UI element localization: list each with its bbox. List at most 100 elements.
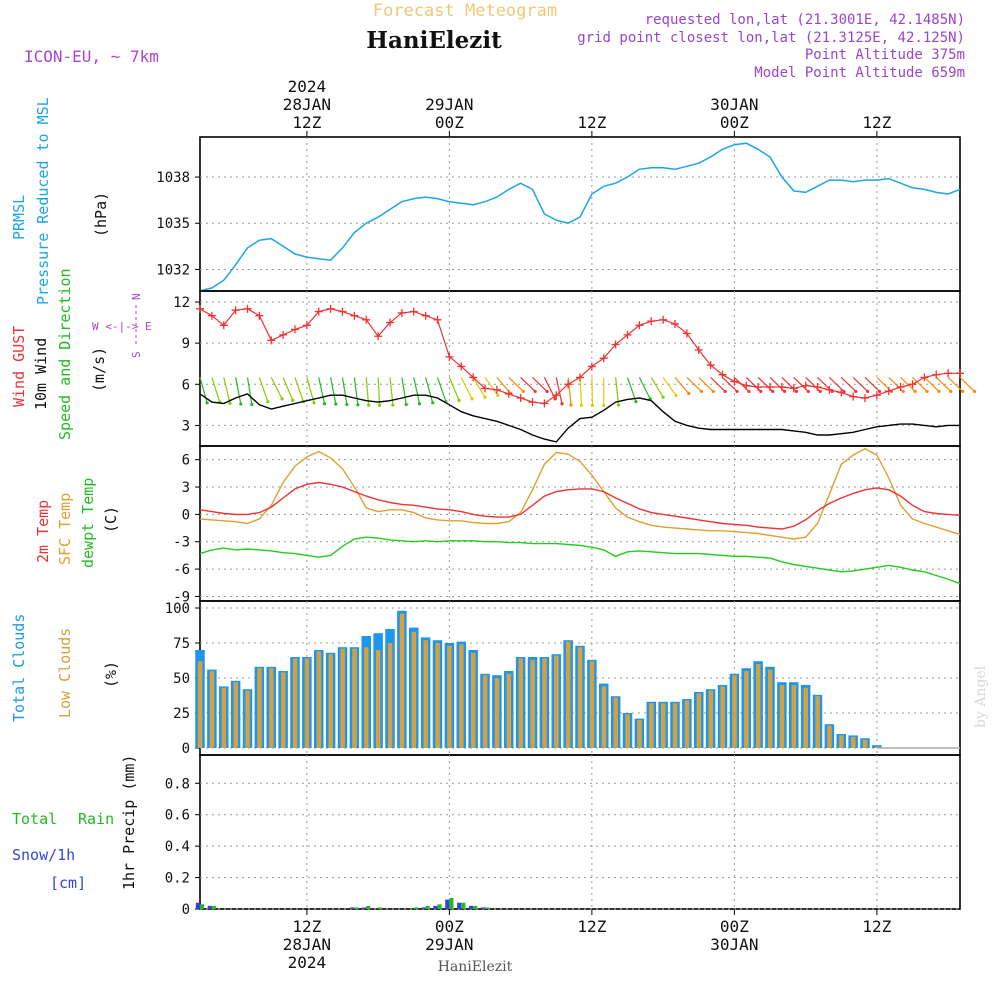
wind-direction-arrow [650, 377, 664, 398]
cloud-labels: Total Clouds Low Clouds (%) [10, 614, 120, 722]
y-tick-label: -6 [173, 562, 190, 578]
wind-arrow-head [266, 400, 270, 404]
chart-title: Forecast Meteogram [373, 1, 557, 21]
low-cloud-bar [352, 648, 357, 748]
wind-arrow-head [569, 403, 573, 407]
pressure-line [199, 142, 961, 292]
cloud-unit: (%) [102, 661, 120, 688]
low-cloud-bar [744, 671, 749, 748]
gust-marker [350, 311, 359, 320]
wind-arrow-head [280, 397, 284, 401]
gust-marker [777, 383, 786, 392]
wind-direction-arrow [211, 377, 221, 403]
wind-direction-arrow [579, 377, 583, 406]
gust-marker [492, 385, 501, 394]
wind-direction-arrow [270, 377, 283, 400]
wind-arrow-head [356, 403, 360, 407]
wind-arrow-head [854, 389, 858, 394]
gust-marker [896, 383, 905, 392]
low-cloud-bar [625, 714, 630, 748]
wind-direction-arrow [662, 377, 677, 396]
dewpt-label: dewpt Temp [79, 478, 97, 568]
wind-arrow-head [404, 402, 408, 407]
gust-marker [528, 398, 537, 407]
temp-unit: (C) [102, 506, 120, 533]
y-tick-label: 0.4 [165, 839, 190, 855]
y-tick-label: 25 [173, 706, 190, 722]
gust-label: Wind GUST [10, 326, 28, 407]
wind-arrow-head [345, 402, 349, 407]
low-cloud-bar [696, 693, 702, 748]
wind-arrow-head [431, 401, 435, 405]
gust-marker [481, 384, 489, 393]
low-cloud-bar [470, 652, 476, 748]
wind-dir-label: Speed and Direction [56, 268, 74, 440]
wind-arrow-head [747, 389, 751, 394]
snow-bar [207, 905, 212, 909]
y-tick-label: 75 [173, 636, 190, 652]
pressure-unit: (hPa) [92, 192, 110, 237]
low-cloud-bar [304, 658, 310, 748]
precip-total-label: Total [12, 810, 57, 828]
wind-direction-arrow [508, 376, 524, 392]
low-cloud-bar [316, 651, 322, 748]
low-cloud-bar [708, 690, 713, 748]
rain-bar [366, 905, 371, 909]
wind-arrow-head [533, 389, 537, 394]
gust-marker [564, 380, 573, 389]
top-date-label: 30JAN [710, 95, 758, 114]
low-cloud-bar [209, 671, 215, 748]
wind-arrow-head [711, 389, 715, 394]
low-cloud-bar [779, 685, 785, 748]
bottom-time-label: 12Z [577, 917, 606, 936]
top-date-label: 28JAN [283, 95, 331, 114]
wind-arrow-head [250, 402, 254, 407]
low-cloud-bar [423, 640, 428, 748]
low-cloud-bar [494, 678, 500, 748]
gust-marker [445, 352, 454, 361]
wind-arrow-head [949, 389, 953, 394]
wind-direction-arrow [330, 377, 337, 405]
gust-marker [694, 345, 703, 354]
low-cloud-bar [506, 673, 512, 748]
low-cloud-bar [803, 687, 808, 748]
wind-direction-arrow [555, 377, 563, 404]
gust-marker [956, 369, 964, 378]
gust-marker [255, 311, 264, 320]
low-cloud-bar [720, 686, 725, 748]
low-cloud-bar [672, 703, 678, 748]
low-cloud-bar [518, 658, 523, 748]
y-tick-label: 12 [173, 295, 190, 311]
wind-arrow-head [674, 393, 678, 398]
snow-bar [468, 905, 474, 909]
y-tick-label: 0.6 [165, 808, 190, 824]
footer-location: HaniElezit [438, 959, 513, 975]
low-cloud-bar [530, 659, 535, 748]
wind-arrow-head [771, 389, 775, 394]
precip-snow-label: Snow/1h [12, 846, 75, 864]
precip-rain-label: Rain [78, 810, 114, 828]
wind-direction-arrow [722, 376, 738, 392]
bottom-time-label: 12Z [292, 917, 321, 936]
gust-marker [457, 362, 466, 371]
gust-marker [207, 311, 216, 320]
temperature-panel: -9 -6 -3 0 3 6 [173, 445, 961, 605]
gust-marker [789, 384, 798, 393]
low-cloud-bar [280, 672, 286, 748]
rain-bar [437, 904, 442, 909]
y-tick-label: 1032 [156, 262, 190, 278]
low-cloud-bar [411, 631, 417, 748]
wind-arrow-head [961, 389, 965, 394]
sfc-temp-label: SFC Temp [56, 493, 74, 565]
wind-arrow-head [602, 403, 606, 408]
wind-arrow-head [877, 389, 882, 394]
wind-arrow-head [866, 389, 870, 394]
wind-direction-arrow [235, 377, 242, 405]
low-cloud-bar [245, 690, 250, 748]
rain-bar [461, 902, 466, 909]
gust-marker [635, 321, 644, 330]
gust-marker [196, 304, 204, 313]
gust-marker [766, 383, 774, 392]
gust-marker [718, 370, 727, 379]
top-time-label: 12Z [577, 113, 606, 132]
